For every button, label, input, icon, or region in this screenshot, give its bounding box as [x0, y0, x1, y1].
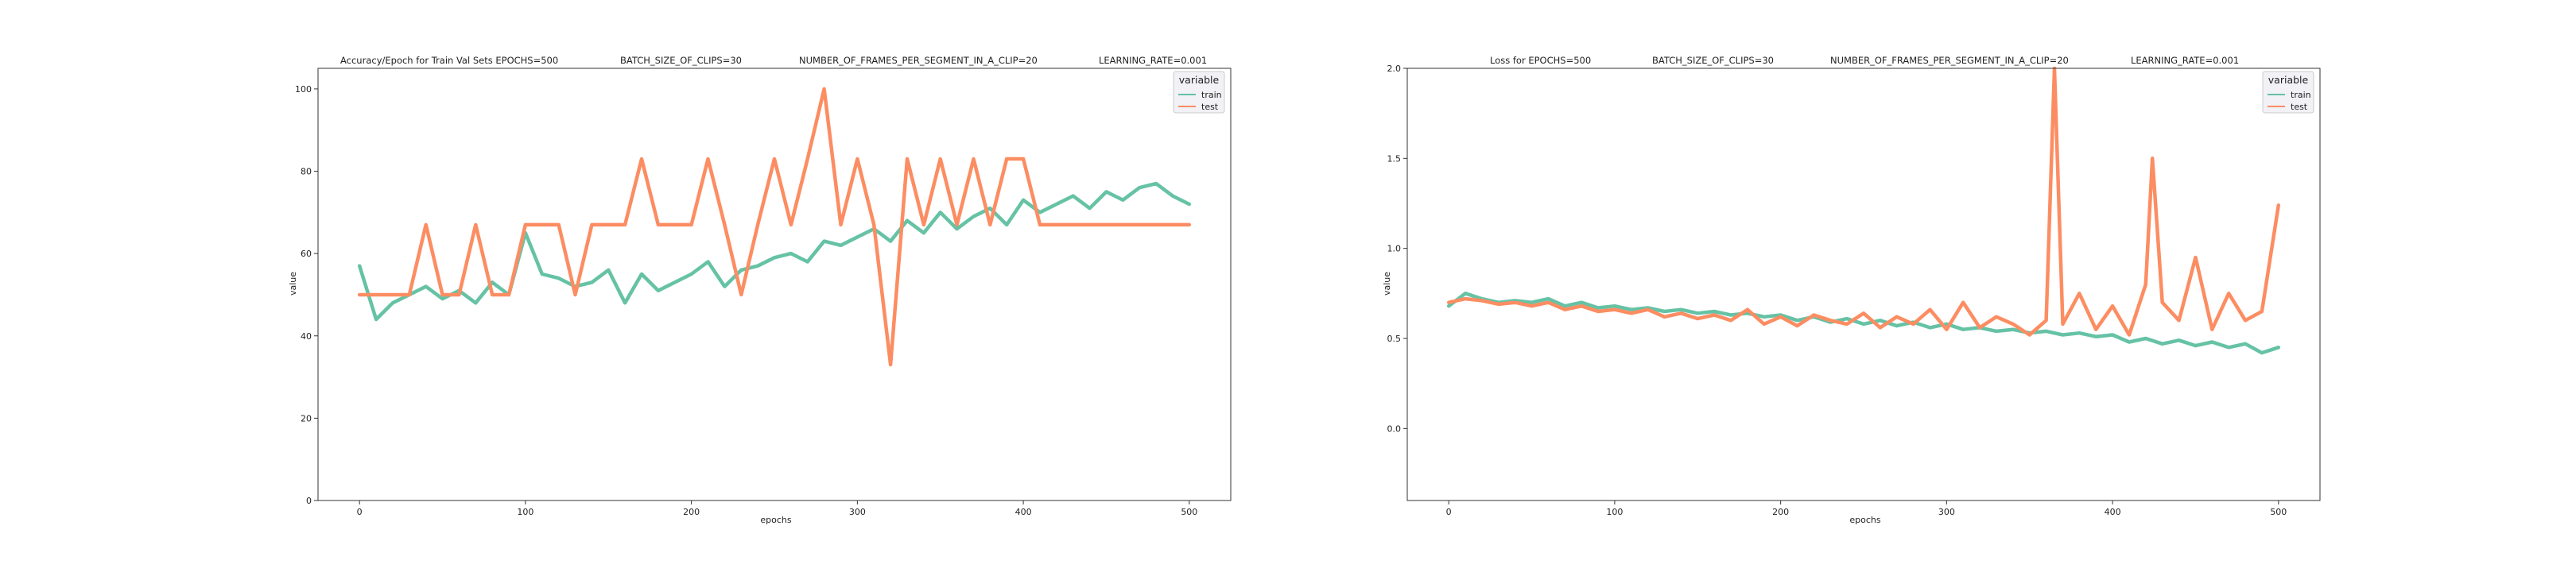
accuracy-y-tick-label: 80 [301, 167, 312, 177]
accuracy-x-tick-label: 100 [517, 507, 533, 517]
accuracy-x-tick-label: 0 [357, 507, 363, 517]
loss-x-tick-label: 500 [2270, 507, 2287, 517]
accuracy-x-tick-label: 400 [1015, 507, 1032, 517]
accuracy-plot-area: 0 100 200 300 400 500 0 20 40 60 80 100 [295, 68, 1232, 517]
accuracy-title-part-4: LEARNING_RATE=0.001 [1099, 55, 1207, 66]
accuracy-legend: variable train test [1173, 71, 1225, 114]
loss-y-tick-label: 0.0 [1387, 423, 1402, 434]
loss-y-tick-label: 0.5 [1387, 334, 1402, 344]
loss-series-train-line [1446, 292, 2281, 355]
accuracy-title-part-1: Accuracy/Epoch for Train Val Sets EPOCHS… [340, 55, 558, 66]
loss-title-part-3: NUMBER_OF_FRAMES_PER_SEGMENT_IN_A_CLIP=2… [1830, 55, 2069, 66]
accuracy-legend-box [1173, 71, 1225, 114]
loss-axes-frame [1406, 68, 2321, 501]
loss-y-tick-label: 1.0 [1387, 244, 1402, 254]
accuracy-chart: Accuracy/Epoch for Train Val Sets EPOCHS… [288, 55, 1232, 525]
accuracy-x-axis-label: epochs [760, 515, 791, 525]
loss-x-tick-label: 0 [1446, 507, 1452, 517]
accuracy-y-tick-label: 60 [301, 249, 312, 259]
loss-x-tick-label: 200 [1772, 507, 1789, 517]
loss-plot-area: 0 100 200 300 400 500 0.0 0.5 1.0 1.5 2.0 [1387, 64, 2321, 517]
accuracy-series-train-line [357, 181, 1192, 322]
loss-legend-box [2262, 71, 2314, 114]
accuracy-title: Accuracy/Epoch for Train Val Sets EPOCHS… [340, 55, 1207, 66]
accuracy-title-part-3: NUMBER_OF_FRAMES_PER_SEGMENT_IN_A_CLIP=2… [799, 55, 1038, 66]
loss-chart: Loss for EPOCHS=500 BATCH_SIZE_OF_CLIPS=… [1382, 55, 2321, 525]
accuracy-x-tick-label: 300 [849, 507, 866, 517]
loss-y-tick-label: 2.0 [1387, 64, 1402, 74]
accuracy-series-test-line [357, 87, 1192, 367]
loss-x-tick-label: 400 [2105, 507, 2121, 517]
accuracy-y-axis-label: value [288, 272, 298, 296]
accuracy-x-tick-label: 500 [1181, 507, 1197, 517]
loss-x-tick-label: 100 [1606, 507, 1623, 517]
loss-title-part-1: Loss for EPOCHS=500 [1490, 55, 1591, 66]
accuracy-axes-frame [317, 68, 1232, 501]
accuracy-legend-train-label: train [1201, 90, 1222, 100]
accuracy-y-tick-label: 100 [295, 84, 312, 95]
loss-title-part-2: BATCH_SIZE_OF_CLIPS=30 [1652, 55, 1774, 66]
loss-title: Loss for EPOCHS=500 BATCH_SIZE_OF_CLIPS=… [1490, 55, 2239, 66]
loss-legend-title: variable [2268, 74, 2309, 86]
accuracy-y-tick-label: 0 [306, 496, 312, 506]
accuracy-legend-test-label: test [1201, 102, 1219, 112]
loss-x-tick-label: 300 [1938, 507, 1955, 517]
loss-legend-train-label: train [2291, 90, 2311, 100]
accuracy-title-part-2: BATCH_SIZE_OF_CLIPS=30 [620, 55, 742, 66]
loss-y-tick-label: 1.5 [1387, 153, 1402, 164]
loss-legend-test-label: test [2291, 102, 2308, 112]
loss-series-test-line [1446, 66, 2281, 337]
accuracy-legend-title: variable [1179, 74, 1220, 86]
loss-y-axis-label: value [1382, 272, 1392, 296]
accuracy-y-tick-label: 40 [301, 331, 312, 342]
accuracy-x-tick-label: 200 [683, 507, 700, 517]
loss-legend: variable train test [2262, 71, 2314, 114]
loss-x-axis-label: epochs [1849, 515, 1880, 525]
loss-title-part-4: LEARNING_RATE=0.001 [2131, 55, 2239, 66]
accuracy-y-tick-label: 20 [301, 413, 312, 423]
